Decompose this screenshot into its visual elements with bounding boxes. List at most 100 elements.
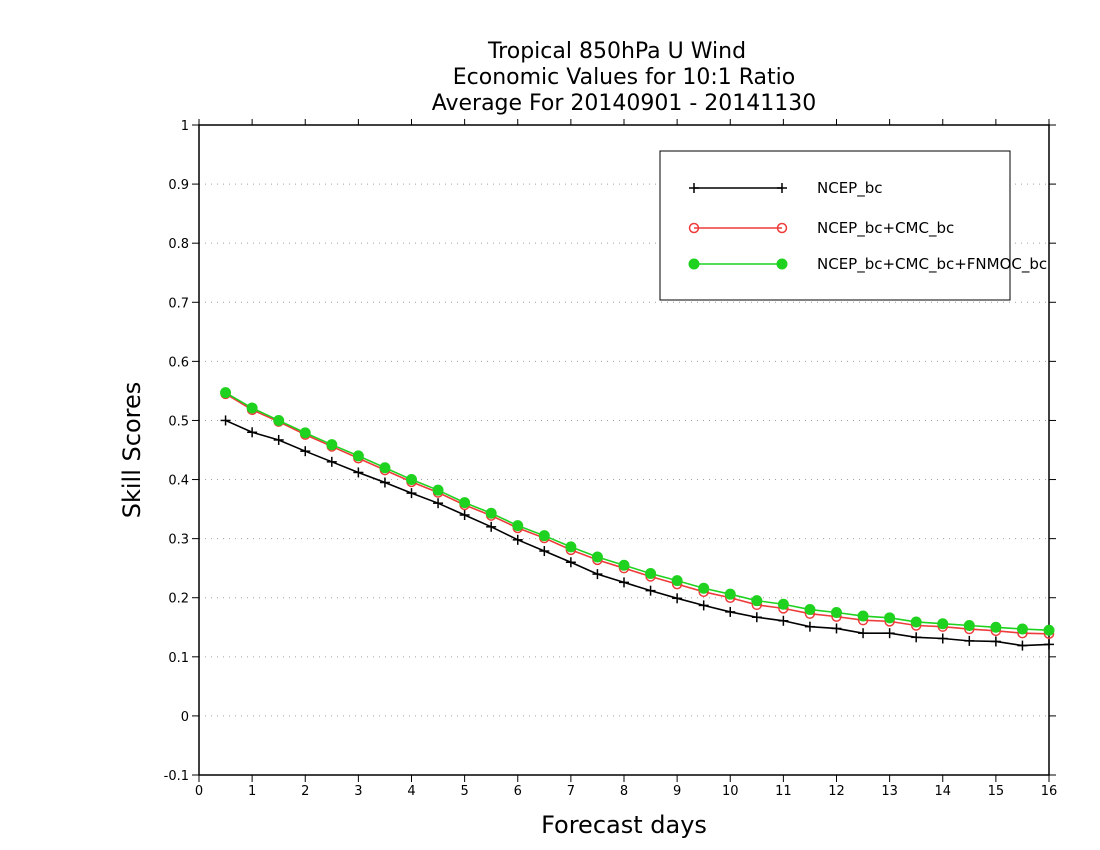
y-tick-label: 0.9 <box>168 178 189 193</box>
legend-label: NCEP_bc+CMC_bc+FNMOC_bc <box>817 255 1047 274</box>
legend-marker <box>688 222 700 234</box>
data-point <box>1017 640 1028 651</box>
legend-item: NCEP_bc+CMC_bc <box>688 219 954 238</box>
data-point <box>777 598 789 610</box>
data-point <box>565 557 576 568</box>
data-point <box>910 616 922 628</box>
data-point <box>592 569 603 580</box>
y-tick-label: 0.8 <box>168 237 189 252</box>
data-point <box>300 446 311 457</box>
data-point <box>539 546 550 557</box>
data-point <box>406 474 417 486</box>
data-point <box>220 387 232 399</box>
data-point <box>406 488 417 499</box>
data-point <box>724 588 736 600</box>
data-point <box>698 600 709 611</box>
data-point <box>591 551 603 563</box>
title-line-3: Average For 20140901 - 20141130 <box>432 91 817 116</box>
y-tick-label: 0.2 <box>168 592 189 607</box>
data-point <box>645 585 656 596</box>
y-tick-label: 0.3 <box>168 533 189 548</box>
y-tick-label: 0.1 <box>168 651 189 666</box>
x-tick-label: 0 <box>195 784 203 799</box>
data-point <box>963 620 975 631</box>
legend-marker <box>689 183 699 193</box>
x-tick-label: 12 <box>828 784 845 799</box>
data-point <box>326 456 337 467</box>
data-point <box>299 427 311 439</box>
data-point <box>884 612 896 624</box>
data-point <box>804 604 816 616</box>
x-axis-ticks: 0 1 2 3 4 5 6 7 8 9 10 11 12 13 14 15 16 <box>195 119 1057 799</box>
x-tick-label: 15 <box>988 784 1005 799</box>
x-tick-label: 3 <box>354 784 362 799</box>
x-axis-label: Forecast days <box>541 811 707 839</box>
data-point <box>352 450 364 462</box>
data-point <box>619 577 629 588</box>
data-point <box>751 595 763 607</box>
data-point <box>725 606 736 617</box>
data-point <box>1043 624 1055 636</box>
data-point <box>353 467 364 478</box>
y-tick-label: 0 <box>181 710 189 725</box>
data-point <box>220 415 231 426</box>
legend-marker <box>776 222 788 234</box>
data-point <box>512 534 523 545</box>
x-tick-label: 4 <box>407 784 415 799</box>
data-point <box>857 610 869 622</box>
x-tick-label: 5 <box>460 784 468 799</box>
data-point <box>618 559 630 571</box>
y-axis-label: Skill Scores <box>118 382 146 519</box>
x-tick-label: 11 <box>775 784 792 799</box>
data-point <box>379 477 390 488</box>
data-point <box>538 530 550 542</box>
data-point <box>433 498 444 509</box>
data-point <box>565 541 577 553</box>
data-point <box>1044 639 1054 650</box>
data-point <box>804 621 815 632</box>
data-point <box>273 414 285 426</box>
data-point <box>247 427 258 438</box>
data-point <box>858 628 869 639</box>
x-tick-label: 6 <box>514 784 522 799</box>
x-tick-label: 2 <box>301 784 309 799</box>
legend-box <box>659 150 1011 301</box>
data-point <box>512 520 524 532</box>
title-line-2: Economic Values for 10:1 Ratio <box>453 65 795 90</box>
data-point <box>698 582 710 594</box>
legend-item: NCEP_bc <box>689 179 883 198</box>
data-point <box>911 632 922 643</box>
data-point <box>671 575 683 587</box>
y-tick-label: 0.6 <box>168 355 189 370</box>
series-2 <box>220 387 1055 636</box>
data-point <box>990 621 1002 633</box>
chart-title: Tropical 850hPa U Wind Economic Values f… <box>432 39 817 116</box>
series-1 <box>220 388 1055 640</box>
legend-label: NCEP_bc+CMC_bc <box>817 219 954 238</box>
x-tick-label: 14 <box>934 784 951 799</box>
data-point <box>937 618 949 630</box>
data-point <box>459 497 471 509</box>
legend-marker <box>776 258 788 270</box>
legend-item: NCEP_bc+CMC_bc+FNMOC_bc <box>688 255 1047 274</box>
data-point <box>990 636 1001 647</box>
x-tick-label: 10 <box>722 784 739 799</box>
y-tick-label: 0.5 <box>168 414 189 429</box>
data-point <box>486 521 497 532</box>
y-axis-ticks: -0.1 0 0.1 0.2 0.3 0.4 0.5 0.6 0.7 0.8 0.9 1 <box>164 119 1056 784</box>
legend-marker <box>688 258 700 270</box>
legend: NCEP_bc NCEP_bc+CMC_bc NCEP_bc+CMC_bc+FNMO… <box>659 150 1047 301</box>
series-0 <box>220 415 1054 651</box>
data-point <box>326 439 338 451</box>
title-line-1: Tropical 850hPa U Wind <box>487 39 746 64</box>
legend-marker <box>777 183 787 193</box>
series-layer <box>220 387 1055 651</box>
y-tick-label: 0.4 <box>168 474 189 489</box>
data-point <box>778 615 789 626</box>
data-point <box>246 402 258 414</box>
x-tick-label: 13 <box>881 784 898 799</box>
series-line <box>225 391 1050 632</box>
x-tick-label: 1 <box>248 784 256 799</box>
data-point <box>672 593 683 604</box>
